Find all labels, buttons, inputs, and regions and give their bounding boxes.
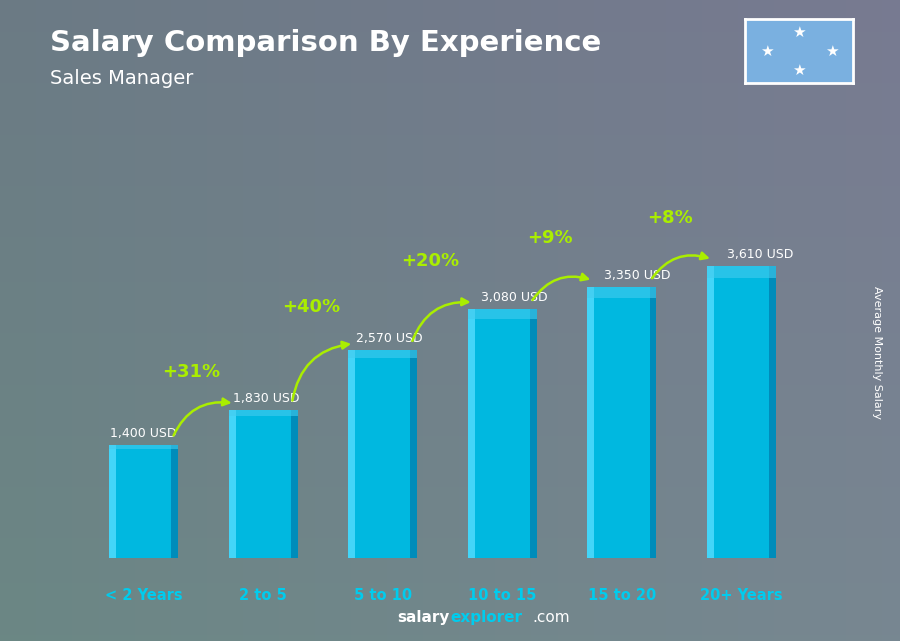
Bar [348,350,418,558]
Bar [348,350,355,558]
Bar [229,410,236,558]
Bar [109,444,178,558]
Bar [468,309,537,558]
Text: +31%: +31% [163,363,220,381]
Text: Sales Manager: Sales Manager [50,69,193,88]
Bar [769,266,776,558]
Text: 20+ Years: 20+ Years [700,588,783,603]
Bar [706,266,714,558]
Bar [229,410,298,415]
Bar [109,444,116,558]
Bar [410,350,418,558]
Text: Average Monthly Salary: Average Monthly Salary [872,286,883,419]
Text: explorer: explorer [450,610,522,625]
Text: 3,350 USD: 3,350 USD [604,269,670,282]
Bar [468,309,537,319]
Text: ★: ★ [824,44,839,59]
Text: +20%: +20% [401,252,460,270]
Text: 3,080 USD: 3,080 USD [481,291,547,304]
Text: ★: ★ [792,63,806,78]
Bar [348,350,418,358]
Text: +40%: +40% [282,298,340,316]
Bar [587,287,656,298]
Text: ★: ★ [760,44,774,59]
Bar [109,444,178,449]
Text: 1,830 USD: 1,830 USD [233,392,300,405]
Text: < 2 Years: < 2 Years [105,588,183,603]
Bar [171,444,178,558]
Text: .com: .com [533,610,571,625]
Text: 10 to 15: 10 to 15 [468,588,536,603]
Text: 5 to 10: 5 to 10 [354,588,412,603]
Bar [291,410,298,558]
Bar [587,287,656,558]
Text: 1,400 USD: 1,400 USD [110,427,176,440]
Bar [229,410,298,558]
Bar [706,266,776,558]
Text: 15 to 20: 15 to 20 [588,588,656,603]
Text: +8%: +8% [647,209,692,227]
Text: Salary Comparison By Experience: Salary Comparison By Experience [50,29,601,57]
Bar [530,309,537,558]
Text: 2 to 5: 2 to 5 [239,588,287,603]
Text: 2,570 USD: 2,570 USD [356,332,423,345]
Bar [650,287,656,558]
Bar [706,266,776,278]
Text: 3,610 USD: 3,610 USD [727,248,793,261]
Text: ★: ★ [792,24,806,40]
Text: +9%: +9% [527,228,573,247]
Bar [587,287,594,558]
Text: salary: salary [398,610,450,625]
Bar [468,309,474,558]
